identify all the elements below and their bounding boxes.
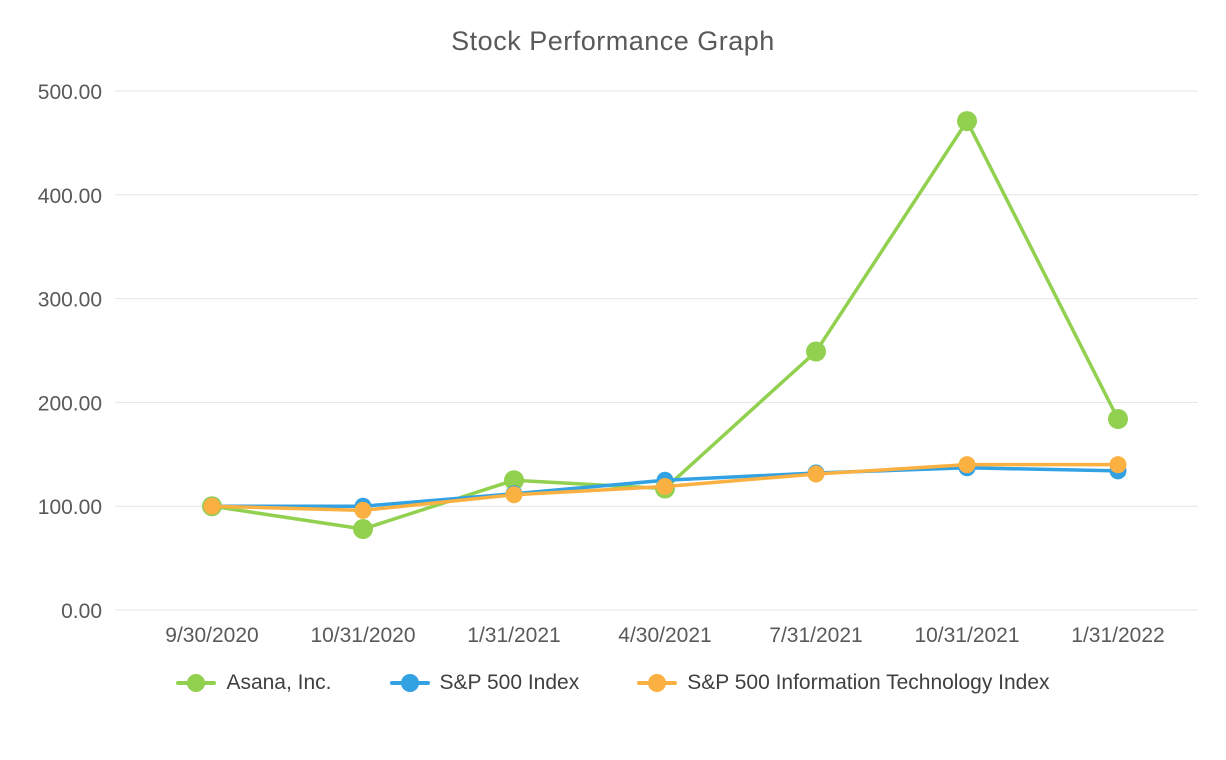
series-point <box>1109 456 1127 474</box>
series-point <box>504 470 524 491</box>
legend-label-asana: Asana, Inc. <box>226 671 332 694</box>
series-point <box>353 519 373 540</box>
legend-item-sp500: S&P 500 Index <box>389 671 580 695</box>
x-tick-label: 1/31/2021 <box>467 624 560 647</box>
series-point <box>505 486 523 504</box>
legend-label-sp500-it: S&P 500 Information Technology Index <box>687 671 1050 694</box>
y-tick-label: 400.00 <box>38 185 102 208</box>
x-tick-label: 7/31/2021 <box>769 624 862 647</box>
x-tick-label: 10/31/2020 <box>310 624 415 647</box>
plot-area: 0.00 100.00 200.00 300.00 400.00 500.00 9/30/2… <box>38 81 1198 647</box>
x-tick-label: 9/30/2020 <box>165 624 258 647</box>
y-tick-label: 200.00 <box>38 392 102 415</box>
legend-label-sp500: S&P 500 Index <box>439 671 580 694</box>
sp500-series-marker-icon <box>389 673 430 693</box>
legend-item-sp500-it: S&P 500 Information Technology Index <box>637 671 1050 695</box>
y-tick-label: 500.00 <box>38 81 102 104</box>
series-point <box>656 477 674 495</box>
series-point <box>1108 409 1128 430</box>
series-point <box>203 497 221 515</box>
series-point <box>354 501 372 519</box>
y-tick-label: 0.00 <box>61 600 102 623</box>
asana-series-marker-icon <box>176 673 217 693</box>
legend-item-asana: Asana, Inc. <box>176 671 332 695</box>
series-point <box>807 465 825 483</box>
chart-title: Stock Performance Graph <box>451 26 775 56</box>
legend: Asana, Inc. S&P 500 Index S&P 500 Inform… <box>0 671 1226 695</box>
y-tick-label: 300.00 <box>38 289 102 312</box>
x-tick-label: 4/30/2021 <box>618 624 711 647</box>
series-point <box>957 111 977 132</box>
series-point <box>958 456 976 474</box>
series-point <box>806 341 826 362</box>
x-tick-label: 1/31/2022 <box>1071 624 1164 647</box>
sp500-it-series-marker-icon <box>637 673 678 693</box>
y-tick-label: 100.00 <box>38 496 102 519</box>
x-tick-label: 10/31/2021 <box>914 624 1019 647</box>
